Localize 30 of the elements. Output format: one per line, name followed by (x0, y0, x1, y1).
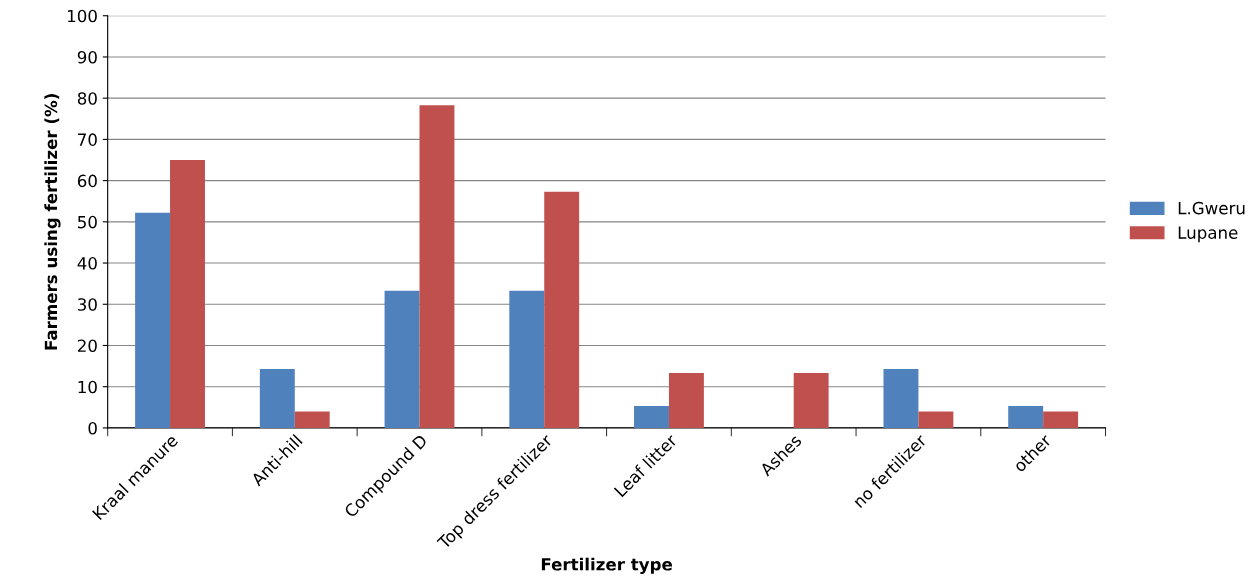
y-axis-title: Farmers using fertilizer (%) (44, 94, 61, 350)
y-tick-label: 30 (78, 298, 97, 311)
bar (294, 411, 330, 428)
bar (384, 290, 420, 428)
y-tick-label: 0 (88, 421, 97, 435)
y-tick-label: 10 (78, 380, 97, 394)
bar (883, 368, 919, 428)
bar (170, 160, 205, 428)
bar (1043, 411, 1079, 428)
y-tick-label: 100 (67, 9, 97, 23)
bar (918, 411, 954, 428)
bar (259, 368, 295, 428)
y-tick-label: 20 (77, 339, 97, 353)
y-tick-label: 80 (77, 92, 97, 105)
y-tick-label: 40 (77, 257, 97, 270)
x-axis-title: Fertilizer type (541, 557, 673, 574)
bar (668, 373, 704, 428)
y-tick-label: 50 (78, 215, 97, 229)
bar (135, 212, 171, 428)
legend-label: L.Gweru (1178, 201, 1245, 215)
y-tick-label: 70 (78, 133, 97, 146)
bar (1008, 406, 1044, 428)
bar (793, 373, 829, 428)
y-tick-label: 60 (77, 174, 97, 188)
bar (419, 105, 455, 428)
bar (509, 290, 545, 428)
legend-label: Lupane (1178, 226, 1238, 243)
bar (544, 191, 580, 428)
y-tick-label: 90 (77, 50, 97, 64)
bar (634, 406, 669, 428)
